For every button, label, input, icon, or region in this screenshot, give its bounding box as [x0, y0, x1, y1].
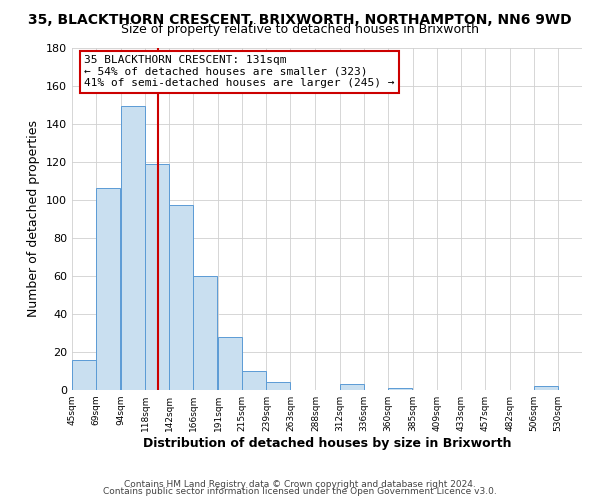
- Bar: [242, 371, 266, 390]
- Bar: [218, 336, 242, 390]
- Text: 35 BLACKTHORN CRESCENT: 131sqm
← 54% of detached houses are smaller (323)
41% of: 35 BLACKTHORN CRESCENT: 131sqm ← 54% of …: [84, 55, 395, 88]
- Bar: [340, 384, 364, 390]
- X-axis label: Distribution of detached houses by size in Brixworth: Distribution of detached houses by size …: [143, 437, 511, 450]
- Bar: [169, 206, 193, 390]
- Bar: [534, 386, 558, 390]
- Text: Contains HM Land Registry data © Crown copyright and database right 2024.: Contains HM Land Registry data © Crown c…: [124, 480, 476, 489]
- Bar: [96, 188, 120, 390]
- Text: 35, BLACKTHORN CRESCENT, BRIXWORTH, NORTHAMPTON, NN6 9WD: 35, BLACKTHORN CRESCENT, BRIXWORTH, NORT…: [28, 12, 572, 26]
- Bar: [121, 106, 145, 390]
- Bar: [388, 388, 412, 390]
- Bar: [193, 276, 217, 390]
- Text: Size of property relative to detached houses in Brixworth: Size of property relative to detached ho…: [121, 22, 479, 36]
- Bar: [266, 382, 290, 390]
- Bar: [145, 164, 169, 390]
- Y-axis label: Number of detached properties: Number of detached properties: [28, 120, 40, 318]
- Bar: [72, 360, 96, 390]
- Text: Contains public sector information licensed under the Open Government Licence v3: Contains public sector information licen…: [103, 487, 497, 496]
